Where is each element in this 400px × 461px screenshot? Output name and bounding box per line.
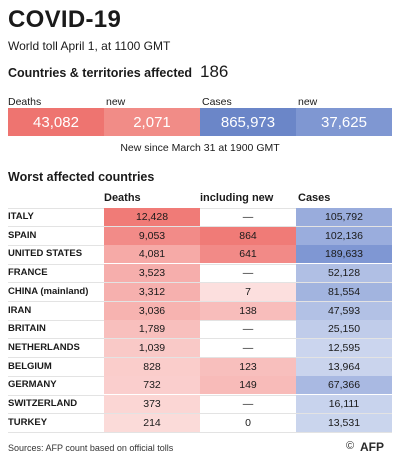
deaths-cell: 3,523 bbox=[104, 264, 200, 283]
deaths-cell: 3,312 bbox=[104, 282, 200, 301]
cases-cell: 189,633 bbox=[296, 245, 392, 264]
cases-cell: 81,554 bbox=[296, 282, 392, 301]
table-title: Worst affected countries bbox=[8, 170, 155, 184]
affected-value: 186 bbox=[200, 62, 229, 81]
affected-label: Countries & territories affected bbox=[8, 66, 193, 80]
row-divider bbox=[8, 394, 392, 396]
row-divider bbox=[8, 207, 392, 209]
source-note: Sources: AFP count based on official tol… bbox=[8, 443, 174, 453]
deaths-cell: 3,036 bbox=[104, 301, 200, 320]
new-deaths-cell: — bbox=[242, 341, 254, 354]
row-divider bbox=[8, 431, 392, 433]
new-deaths-cell: — bbox=[242, 267, 254, 280]
new-deaths-cell: 864 bbox=[200, 226, 296, 245]
country-label: TURKEY bbox=[8, 416, 48, 428]
country-label: ITALY bbox=[8, 211, 34, 222]
copyright-symbol: © bbox=[346, 440, 355, 452]
deaths-cell: 1,039 bbox=[104, 338, 200, 357]
country-label: SWITZERLAND bbox=[8, 398, 78, 409]
cases-cell: 13,531 bbox=[296, 413, 392, 432]
new-deaths-cell: 149 bbox=[200, 376, 296, 395]
new-deaths-cell: 138 bbox=[200, 301, 296, 320]
row-divider bbox=[8, 263, 392, 265]
deaths-cell: 9,053 bbox=[104, 226, 200, 245]
row-divider bbox=[8, 413, 392, 415]
row-divider bbox=[8, 319, 392, 321]
since-note: New since March 31 at 1900 GMT bbox=[120, 142, 280, 154]
cases-cell: 47,593 bbox=[296, 301, 392, 320]
country-label: IRAN bbox=[8, 304, 32, 316]
new-deaths-cell: 123 bbox=[200, 357, 296, 376]
country-label: GERMANY bbox=[8, 379, 57, 391]
afp-logo: AFP bbox=[360, 440, 384, 454]
deaths-label: Deaths bbox=[8, 96, 42, 108]
new-cases-label: new bbox=[298, 96, 318, 108]
cases-cell: 12,595 bbox=[296, 338, 392, 357]
cases-cell: 52,128 bbox=[296, 264, 392, 283]
country-label: FRANCE bbox=[8, 267, 48, 279]
cases-cell: 67,366 bbox=[296, 376, 392, 395]
cases-label: Cases bbox=[202, 96, 232, 108]
column-header-including-new: including new bbox=[200, 192, 274, 204]
country-label: BELGIUM bbox=[8, 360, 52, 372]
new-cases-total-box: 37,625 bbox=[296, 108, 392, 136]
new-deaths-cell: 641 bbox=[200, 245, 296, 264]
deaths-cell: 4,081 bbox=[104, 245, 200, 264]
country-label: BRITAIN bbox=[8, 323, 46, 335]
column-header-deaths: Deaths bbox=[104, 192, 141, 204]
new-deaths-cell: 7 bbox=[200, 282, 296, 301]
country-label: UNITED STATES bbox=[8, 248, 83, 260]
country-label: SPAIN bbox=[8, 229, 37, 241]
new-deaths-cell: — bbox=[242, 398, 254, 410]
deaths-cell: 214 bbox=[104, 413, 200, 432]
country-label: NETHERLANDS bbox=[8, 341, 80, 353]
cases-total-box: 865,973 bbox=[200, 108, 296, 136]
country-label: CHINA (mainland) bbox=[8, 285, 89, 297]
column-header-cases: Cases bbox=[298, 192, 331, 204]
deaths-cell: 732 bbox=[104, 376, 200, 395]
new-deaths-cell: — bbox=[242, 211, 254, 223]
deaths-cell: 1,789 bbox=[104, 320, 200, 339]
deaths-cell: 373 bbox=[104, 395, 200, 413]
new-deaths-cell: 0 bbox=[245, 416, 251, 429]
cases-cell: 13,964 bbox=[296, 357, 392, 376]
deaths-cell: 828 bbox=[104, 357, 200, 376]
deaths-total-box: 43,082 bbox=[8, 108, 104, 136]
cases-cell: 105,792 bbox=[296, 208, 392, 226]
new-deaths-total-box: 2,071 bbox=[104, 108, 200, 136]
cases-cell: 25,150 bbox=[296, 320, 392, 339]
page-title: COVID-19 bbox=[8, 6, 122, 33]
cases-cell: 102,136 bbox=[296, 226, 392, 245]
new-deaths-cell: — bbox=[242, 323, 254, 336]
page-subtitle: World toll April 1, at 1100 GMT bbox=[8, 39, 171, 53]
deaths-cell: 12,428 bbox=[104, 208, 200, 226]
row-divider bbox=[8, 338, 392, 340]
cases-cell: 16,111 bbox=[296, 395, 392, 413]
new-deaths-label: new bbox=[106, 96, 126, 108]
